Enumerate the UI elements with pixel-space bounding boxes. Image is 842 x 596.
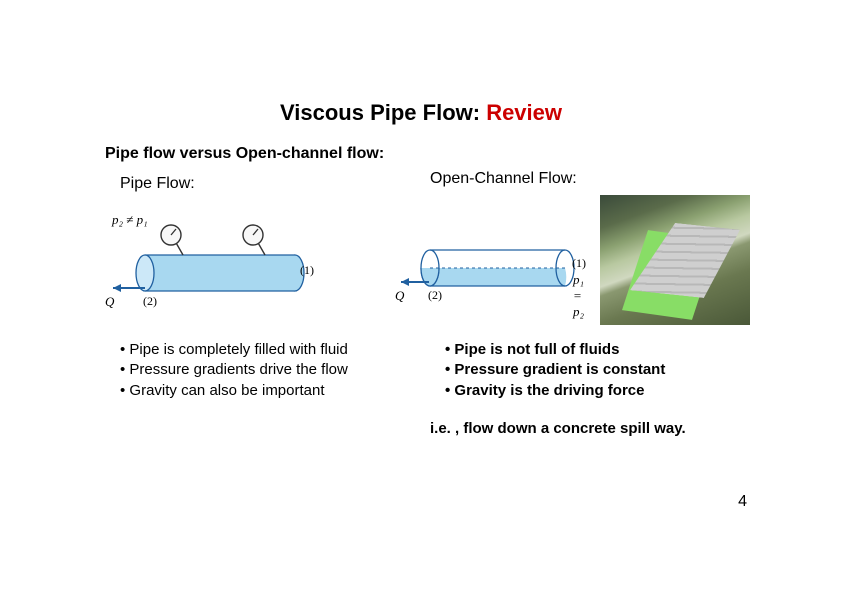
spillway-photo	[600, 195, 750, 325]
p1-label: p₁ = p₂	[573, 272, 590, 320]
bullet-text: Pressure gradients drive the flow	[129, 361, 347, 378]
pt1-left: (1)	[300, 263, 314, 278]
list-item: • Gravity can also be important	[120, 381, 348, 401]
bullet-text: Gravity can also be important	[129, 382, 324, 399]
list-item: • Pipe is completely filled with fluid	[120, 340, 348, 360]
pipe-flow-diagram: Q p₂ ≠ p₁ (1) (2)	[105, 210, 330, 320]
pt1-right: (1)	[572, 256, 586, 271]
bullet-text: Pipe is not full of fluids	[454, 341, 619, 358]
title-review: Review	[486, 100, 562, 125]
example-note: i.e. , flow down a concrete spill way.	[430, 420, 686, 437]
left-bullets: • Pipe is completely filled with fluid •…	[120, 340, 348, 401]
right-bullets: • Pipe is not full of fluids • Pressure …	[445, 340, 665, 401]
title-main: Viscous Pipe Flow:	[280, 100, 486, 125]
list-item: • Pressure gradient is constant	[445, 360, 665, 380]
subtitle: Pipe flow versus Open-channel flow:	[105, 145, 384, 163]
bullet-text: Pipe is completely filled with fluid	[129, 341, 347, 358]
bullet-text: Pressure gradient is constant	[454, 361, 665, 378]
pt2-left: (2)	[143, 294, 157, 309]
page-number: 4	[738, 493, 747, 511]
left-column-label: Pipe Flow:	[120, 175, 195, 193]
pt2-right: (2)	[428, 288, 442, 303]
list-item: • Pipe is not full of fluids	[445, 340, 665, 360]
q-label-right: Q	[395, 288, 404, 304]
list-item: • Gravity is the driving force	[445, 381, 665, 401]
slide-title: Viscous Pipe Flow: Review	[0, 100, 842, 126]
bullet-text: Gravity is the driving force	[454, 382, 644, 399]
p2-label: p₂ ≠ p₁	[112, 212, 148, 228]
q-label-left: Q	[105, 294, 114, 310]
open-channel-diagram: Q p₁ = p₂ (1) (2)	[395, 210, 590, 320]
list-item: • Pressure gradients drive the flow	[120, 360, 348, 380]
right-column-label: Open-Channel Flow:	[430, 170, 577, 188]
slide: Viscous Pipe Flow: Review Pipe flow vers…	[0, 0, 842, 596]
